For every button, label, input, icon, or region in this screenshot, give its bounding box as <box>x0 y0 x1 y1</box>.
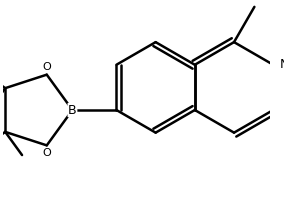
Text: O: O <box>42 62 51 72</box>
Text: O: O <box>42 148 51 158</box>
Text: N: N <box>279 58 284 71</box>
Text: B: B <box>68 104 77 116</box>
